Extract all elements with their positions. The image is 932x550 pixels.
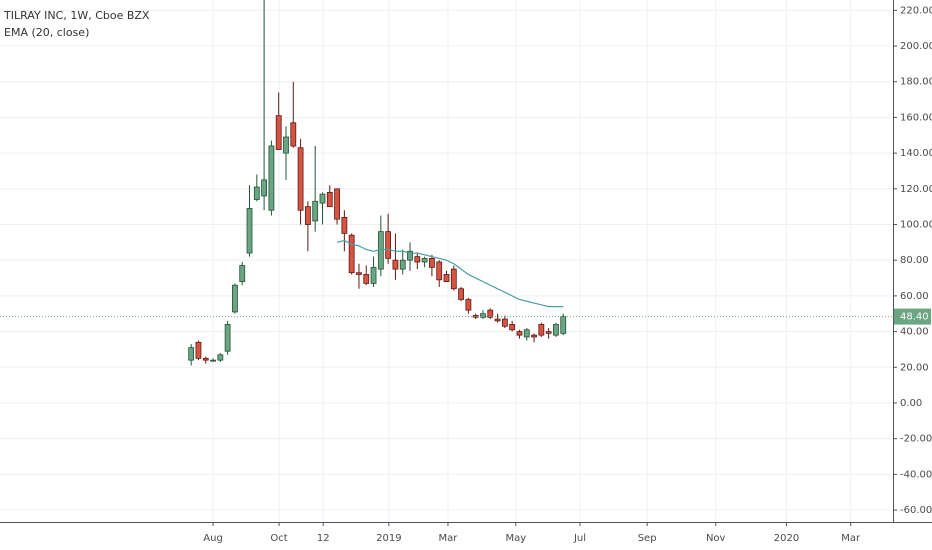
candle-body [538,324,545,336]
candle-body [334,188,340,220]
candle-body [436,261,443,281]
candle-body [399,259,406,270]
labels: -60.00 -40.00 -20.00 0.00 20.00 40.00 60.00 80.… [203,5,932,544]
y-tick-label: -60.00 [900,505,932,516]
candle-body [516,331,523,336]
candle-body [341,216,348,234]
last-price-box [894,308,931,325]
candle-body [202,357,209,361]
candle-body [414,256,421,263]
candle-body [268,145,275,211]
y-tick-label: 160.00 [900,112,932,123]
candle-body [370,266,377,284]
x-tick-label: 2019 [376,533,401,544]
candle-body [319,193,326,204]
candle-body [487,309,494,318]
candle-body [326,191,333,208]
y-tick-label: 20.00 [900,362,929,373]
candle-body [421,258,428,263]
candle-body [239,265,246,283]
candle-body [290,122,297,147]
candle-body [232,284,238,313]
candle-body [224,324,231,352]
candle-body [356,272,362,275]
candle-body [458,288,464,300]
indicator-label: EMA (20, close) [4,26,89,39]
candle-body [450,268,457,290]
x-tick-label: 2020 [774,533,799,544]
candle-body [275,115,282,150]
candle-body [188,347,195,361]
x-tick-label: Sep [638,533,657,544]
candle-body [443,274,450,283]
candle-body [195,341,202,359]
ema-line [336,239,564,308]
candle-body [392,259,399,270]
candle-body [509,324,516,331]
x-tick-label: Oct [270,533,287,544]
y-tick-label: 80.00 [900,255,929,266]
x-tick-label: Jul [573,533,586,544]
candle-body [304,206,311,225]
y-tick-label: 180.00 [900,77,932,88]
grid [0,0,893,522]
candle-body [385,231,392,259]
candle-body [363,274,370,284]
x-tick-label: Aug [203,533,223,544]
candle-body [246,208,253,254]
x-tick-label: 12 [317,533,330,544]
x-tick-label: May [505,533,526,544]
candle-body [531,334,537,338]
candle-body [217,354,224,361]
last-price-label: 48.40 [900,312,929,323]
chart-title: TILRAY INC, 1W, Cboe BZX [3,9,150,22]
candle-body [429,258,435,268]
candle-body [465,299,472,311]
candle-body [283,136,289,154]
y-tick-label: 60.00 [900,291,929,302]
candle-body [494,318,501,322]
candle-body [545,331,552,334]
y-tick-label: 100.00 [900,220,932,231]
y-tick-label: 200.00 [900,41,932,52]
x-tick-label: Nov [706,533,726,544]
x-tick-label: Mar [841,533,861,544]
y-tick-label: 120.00 [900,184,932,195]
candle-body [480,313,486,318]
candle-body [253,186,260,200]
candle-body [523,329,530,338]
candle-body [407,250,413,261]
y-tick-label: 140.00 [900,148,932,159]
candle-body [553,324,559,336]
candle-body [560,316,567,334]
y-tick-label: 220.00 [900,5,932,16]
candle-body [261,179,268,197]
y-tick-label: 0.00 [900,398,922,409]
candle-body [297,147,304,211]
candle-body [210,359,216,362]
candle-body [312,200,319,222]
x-tick-label: Mar [439,533,459,544]
candle-body [501,318,508,327]
candle-body [472,315,479,318]
y-tick-label: 40.00 [900,327,929,338]
candle-body [348,234,355,274]
marks [0,0,893,366]
y-tick-label: -40.00 [900,469,932,480]
y-tick-label: -20.00 [900,434,932,445]
